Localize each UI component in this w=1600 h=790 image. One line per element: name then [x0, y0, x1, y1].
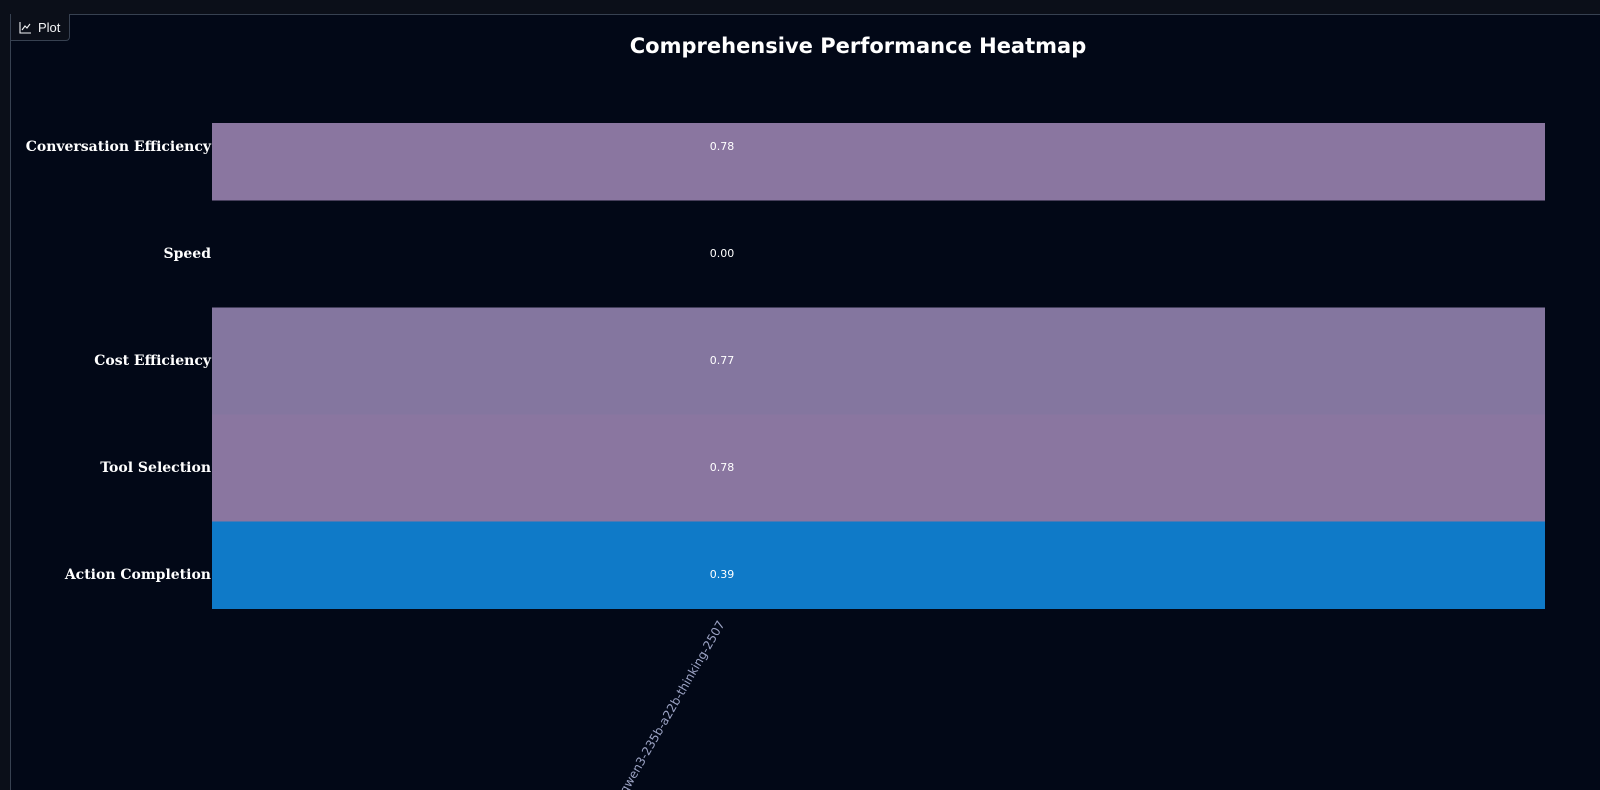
x-tick-label: qwen3-235b-a22b-thinking-2507 — [617, 618, 728, 790]
plot-tab-label: Plot — [10, 14, 71, 41]
cell-value-label: 0.78 — [710, 140, 735, 153]
plot-tab-text: Plot — [38, 19, 61, 35]
heatmap-cell — [212, 414, 1545, 522]
heatmap-cell — [212, 521, 1545, 609]
cell-value-label: 0.77 — [710, 354, 735, 367]
y-tick-label: Tool Selection — [100, 460, 211, 476]
heatmap-cell — [212, 307, 1545, 415]
y-tick-label: Speed — [163, 246, 211, 262]
y-tick-label: Cost Efficiency — [94, 353, 212, 369]
cell-value-label: 0.39 — [710, 568, 735, 581]
chart-title: Comprehensive Performance Heatmap — [630, 34, 1086, 58]
y-tick-label: Conversation Efficiency — [26, 139, 212, 155]
cell-value-label: 0.78 — [710, 461, 735, 474]
heatmap-cells — [212, 123, 1545, 609]
y-tick-label: Action Completion — [64, 567, 211, 583]
heatmap-cell — [212, 200, 1545, 308]
cell-value-label: 0.00 — [710, 247, 735, 260]
plot-icon — [19, 21, 31, 34]
heatmap-cell — [212, 123, 1545, 201]
